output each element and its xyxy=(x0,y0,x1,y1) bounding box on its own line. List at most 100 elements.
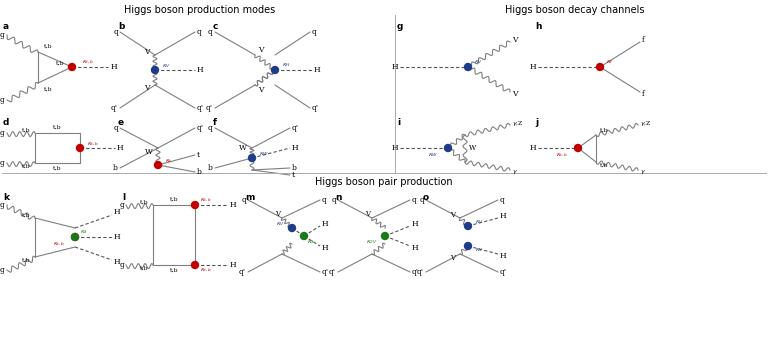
Text: t: t xyxy=(292,171,295,179)
Text: $\kappa_{2V}$: $\kappa_{2V}$ xyxy=(366,238,378,246)
Text: g: g xyxy=(0,31,5,39)
Text: t,b: t,b xyxy=(170,268,178,273)
Text: W: W xyxy=(469,144,476,152)
Text: q': q' xyxy=(197,104,204,112)
Text: g: g xyxy=(119,201,124,209)
Text: $\kappa_\lambda$: $\kappa_\lambda$ xyxy=(307,238,315,246)
Text: H: H xyxy=(117,144,124,152)
Text: q': q' xyxy=(197,124,204,132)
Circle shape xyxy=(574,144,581,152)
Text: $\kappa_W$: $\kappa_W$ xyxy=(428,151,438,159)
Text: f: f xyxy=(213,118,217,127)
Text: $\kappa_V$: $\kappa_V$ xyxy=(475,218,484,226)
Text: q: q xyxy=(208,124,213,132)
Text: t,b: t,b xyxy=(53,166,61,171)
Text: q': q' xyxy=(206,104,213,112)
Text: q': q' xyxy=(111,104,118,112)
Text: H: H xyxy=(322,220,329,228)
Text: H: H xyxy=(529,144,536,152)
Text: $\kappa_V$: $\kappa_V$ xyxy=(475,246,484,254)
Text: $\kappa_{t,b}$: $\kappa_{t,b}$ xyxy=(82,58,94,66)
Text: q: q xyxy=(331,196,336,204)
Text: V: V xyxy=(275,210,280,218)
Text: V: V xyxy=(450,211,455,219)
Text: d: d xyxy=(3,118,9,127)
Text: e: e xyxy=(118,118,124,127)
Text: H: H xyxy=(230,261,237,269)
Text: t,b: t,b xyxy=(44,86,53,91)
Text: H: H xyxy=(500,252,507,260)
Text: V: V xyxy=(512,36,518,44)
Text: V: V xyxy=(258,46,263,54)
Text: H: H xyxy=(197,66,204,74)
Text: H: H xyxy=(392,63,398,71)
Text: H: H xyxy=(111,63,118,71)
Text: g: g xyxy=(397,22,403,31)
Text: g: g xyxy=(0,201,5,209)
Circle shape xyxy=(289,224,296,232)
Text: H: H xyxy=(392,144,398,152)
Text: b: b xyxy=(197,168,202,176)
Circle shape xyxy=(71,234,78,240)
Text: $\gamma$,Z: $\gamma$,Z xyxy=(512,119,524,128)
Text: f: f xyxy=(642,90,645,98)
Text: $\kappa_t$: $\kappa_t$ xyxy=(165,157,173,165)
Text: H: H xyxy=(412,220,419,228)
Text: V: V xyxy=(512,90,518,98)
Text: q': q' xyxy=(239,268,246,276)
Text: n: n xyxy=(335,193,342,202)
Text: H: H xyxy=(412,244,419,252)
Text: Higgs boson production modes: Higgs boson production modes xyxy=(124,5,276,15)
Text: q': q' xyxy=(417,268,424,276)
Text: H: H xyxy=(292,144,299,152)
Text: V: V xyxy=(144,48,150,56)
Text: V: V xyxy=(365,210,370,218)
Text: q': q' xyxy=(500,268,507,276)
Text: t,b: t,b xyxy=(53,125,61,130)
Text: $\gamma$: $\gamma$ xyxy=(512,168,518,176)
Text: V: V xyxy=(450,254,455,262)
Text: k: k xyxy=(3,193,9,202)
Text: t,b: t,b xyxy=(22,257,30,262)
Text: $\kappa_f$: $\kappa_f$ xyxy=(606,58,614,66)
Text: H: H xyxy=(230,201,237,209)
Text: t,b: t,b xyxy=(600,128,608,133)
Text: q: q xyxy=(113,28,118,36)
Text: f: f xyxy=(642,36,645,44)
Text: t,b: t,b xyxy=(22,212,30,218)
Circle shape xyxy=(77,144,84,152)
Text: $\gamma$,Z: $\gamma$,Z xyxy=(640,119,652,128)
Text: H: H xyxy=(500,212,507,220)
Text: q: q xyxy=(241,196,246,204)
Text: q: q xyxy=(419,196,424,204)
Text: q': q' xyxy=(412,268,419,276)
Text: b: b xyxy=(113,164,118,172)
Text: j: j xyxy=(535,118,538,127)
Text: b: b xyxy=(208,164,213,172)
Text: t,b: t,b xyxy=(170,197,178,202)
Circle shape xyxy=(249,154,256,162)
Circle shape xyxy=(465,242,472,250)
Text: i: i xyxy=(397,118,400,127)
Text: $\kappa_{t,b}$: $\kappa_{t,b}$ xyxy=(556,151,568,158)
Text: t,b: t,b xyxy=(139,200,148,204)
Text: t,b: t,b xyxy=(139,266,148,271)
Circle shape xyxy=(465,64,472,70)
Text: h: h xyxy=(535,22,541,31)
Text: q': q' xyxy=(312,104,319,112)
Circle shape xyxy=(68,64,75,70)
Text: W: W xyxy=(145,148,153,156)
Text: q': q' xyxy=(292,124,299,132)
Circle shape xyxy=(191,202,198,208)
Text: t,b: t,b xyxy=(44,44,53,49)
Text: $\kappa_{t,b}$: $\kappa_{t,b}$ xyxy=(87,140,99,148)
Text: q: q xyxy=(208,28,213,36)
Text: $\kappa_{t,b}$: $\kappa_{t,b}$ xyxy=(200,267,212,274)
Text: q: q xyxy=(197,28,202,36)
Text: $\kappa_H$: $\kappa_H$ xyxy=(282,61,291,69)
Circle shape xyxy=(465,222,472,230)
Text: H: H xyxy=(114,208,121,216)
Text: g: g xyxy=(0,266,5,274)
Circle shape xyxy=(151,67,158,73)
Text: t,b: t,b xyxy=(56,61,65,66)
